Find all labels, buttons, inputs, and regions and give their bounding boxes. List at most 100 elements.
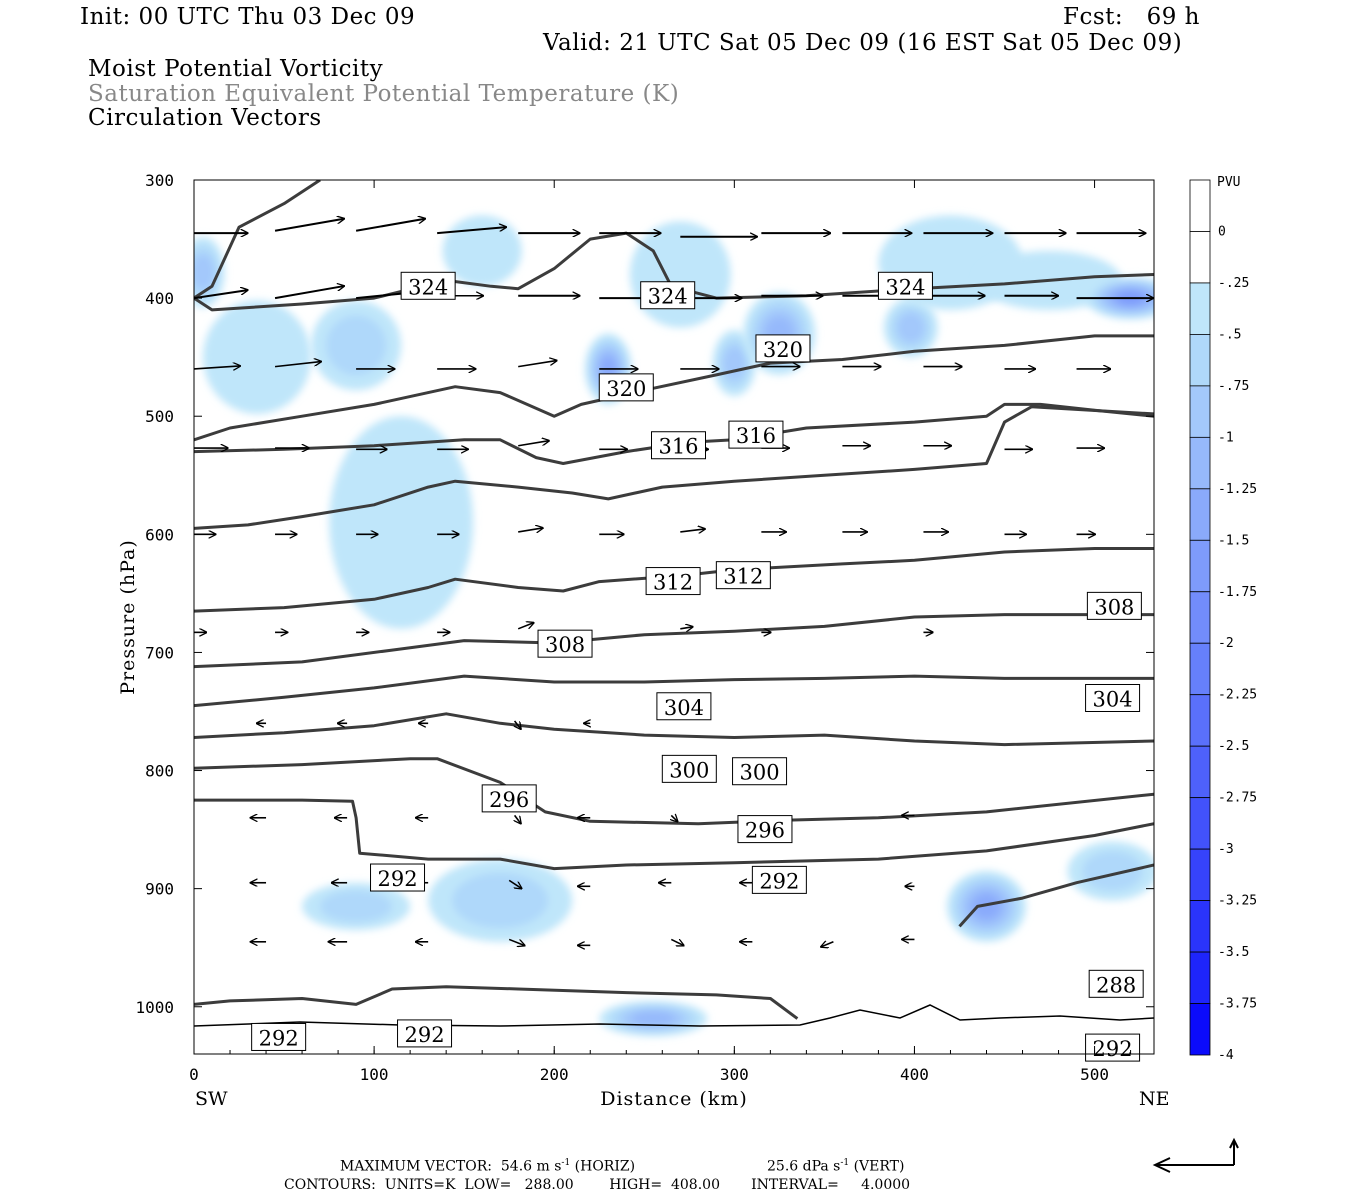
- contour-label-18: 292: [759, 869, 799, 893]
- contour-label-box-18: [751, 865, 807, 894]
- y-tick-label-3: 600: [145, 525, 174, 544]
- contour-labels: 324 324 324 320 320 316 316 312 312 308 308 304 304 3…: [251, 271, 1144, 1062]
- contour-label-box-21: [397, 1019, 453, 1048]
- circulation-vector-2: [355, 219, 425, 232]
- circulation-vector-25: [274, 362, 321, 368]
- contour-label-box-20: [251, 1022, 307, 1051]
- colorbar: 0 -.25 -.5 -.75 -1 -1.25 -1.5 -1.75 -2 -2.25 -2.5 -…: [1189, 179, 1257, 1063]
- colorbar-segment-10: [1189, 694, 1211, 747]
- colorbar-label-16: -4: [1218, 1048, 1234, 1063]
- pv-blob-2-level-3: [326, 315, 387, 376]
- contour-label-box-0: [400, 271, 456, 300]
- colorbar-segment-14: [1189, 900, 1211, 953]
- colorbar-segment-3: [1189, 334, 1211, 387]
- y-tick-label-7: 1000: [135, 998, 174, 1017]
- contour-label-box-7: [645, 567, 701, 596]
- pv-blob-17: [599, 1000, 708, 1037]
- pv-blob-16: [1067, 841, 1154, 901]
- contour-label-19: 288: [1096, 973, 1136, 997]
- contour-label-box-13: [661, 754, 717, 783]
- y-tick-label-5: 800: [145, 762, 174, 781]
- colorbar-label-11: -2.75: [1218, 791, 1257, 806]
- contour-label-7: 312: [653, 571, 693, 595]
- pv-blob-1-level-2: [203, 300, 312, 414]
- contour-label-box-4: [755, 334, 811, 363]
- x-right-direction-label: NE: [1139, 1088, 1170, 1110]
- colorbar-label-12: -3: [1218, 842, 1234, 857]
- pv-blob-9-level-4: [897, 312, 925, 343]
- colorbar-label-1: -.25: [1218, 276, 1249, 291]
- contour-label-6: 316: [736, 424, 776, 448]
- pv-blob-14-level-3: [452, 872, 549, 929]
- contour-label-13: 300: [669, 758, 709, 782]
- pv-blob-15-level-6: [973, 894, 1000, 919]
- pv-blob-14: [428, 859, 573, 942]
- circulation-vectors: [194, 219, 1153, 947]
- contour-label-box-15: [481, 784, 537, 813]
- contour-label-box-8: [715, 561, 771, 590]
- colorbar-label-7: -1.75: [1218, 585, 1257, 600]
- contour-288-10: [194, 798, 1154, 871]
- circulation-vector-28: [518, 361, 556, 368]
- contour-label-2: 324: [885, 275, 925, 299]
- contour-label-11: 304: [664, 696, 704, 720]
- colorbar-segment-9: [1189, 642, 1211, 696]
- y-tick-label-2: 500: [145, 407, 174, 426]
- pv-blob-13-level-3: [320, 890, 393, 923]
- colorbar-label-3: -.75: [1218, 379, 1249, 394]
- max-vector-vert-text: 25.6 dPa s: [767, 1158, 841, 1175]
- colorbar-segment-15: [1189, 951, 1211, 1004]
- y-tick-label-1: 400: [145, 289, 174, 308]
- contours-note: CONTOURS: UNITS=K LOW= 288.00 HIGH= 408.…: [284, 1177, 911, 1193]
- circulation-vector-91: [508, 938, 524, 945]
- circulation-vector-1: [274, 219, 344, 232]
- circulation-vector-71: [515, 720, 521, 729]
- colorbar-label-2: -.5: [1218, 327, 1241, 342]
- pv-blob-3: [442, 215, 522, 287]
- max-vector-horiz-text: MAXIMUM VECTOR: 54.6 m s: [340, 1158, 562, 1175]
- x-tick-label-3: 300: [720, 1065, 749, 1084]
- max-vector-note: MAXIMUM VECTOR: 54.6 m s-1 (HORIZ): [340, 1158, 635, 1175]
- pv-blob-7-level-4: [723, 346, 746, 380]
- pv-blob-2: [311, 300, 402, 391]
- circulation-vector-65: [680, 627, 692, 629]
- colorbar-segment-1: [1189, 231, 1211, 284]
- contour-292-9: [194, 757, 1154, 826]
- x-tick-label-5: 500: [1080, 1065, 1109, 1084]
- colorbar-label-15: -3.75: [1218, 997, 1257, 1012]
- forecast-hour-label: Fcst: 69 h: [1063, 4, 1200, 30]
- contour-312-4: [194, 405, 1154, 530]
- title-line-vectors: Circulation Vectors: [88, 105, 322, 131]
- contour-label-21: 292: [404, 1023, 444, 1047]
- colorbar-segment-8: [1189, 591, 1211, 644]
- pv-blob-4: [329, 416, 474, 629]
- contour-label-box-19: [1088, 969, 1144, 998]
- colorbar-segment-16: [1189, 1003, 1211, 1056]
- contour-label-17: 292: [377, 867, 417, 891]
- circulation-vector-12: [194, 290, 248, 300]
- contour-label-4: 320: [763, 338, 803, 362]
- contour-label-20: 292: [259, 1026, 299, 1050]
- pv-blob-17-level-5: [631, 1011, 675, 1026]
- title-line-mpv: Moist Potential Vorticity: [88, 56, 384, 82]
- circulation-vector-93: [670, 938, 683, 945]
- contour-label-9: 308: [545, 633, 585, 657]
- colorbar-label-9: -2.25: [1218, 688, 1257, 703]
- title-line-theta-es: Saturation Equivalent Potential Temperat…: [88, 81, 680, 107]
- pv-blob-9: [883, 298, 938, 358]
- colorbar-segment-0: [1189, 179, 1211, 232]
- x-tick-label-2: 200: [540, 1065, 569, 1084]
- pv-blob-3-level-2: [442, 215, 522, 287]
- colorbar-label-13: -3.25: [1218, 894, 1257, 909]
- contour-label-box-10: [1086, 591, 1142, 620]
- colorbar-label-0: 0: [1218, 224, 1226, 239]
- pv-blob-15: [946, 870, 1027, 942]
- contour-label-14: 300: [740, 761, 780, 785]
- circulation-vector-40: [518, 441, 549, 447]
- x-tick-label-4: 400: [900, 1065, 929, 1084]
- plot-frame: [193, 179, 1155, 1055]
- contour-label-5: 316: [658, 435, 698, 459]
- x-tick-label-0: 0: [189, 1065, 199, 1084]
- init-time-label: Init: 00 UTC Thu 03 Dec 09: [80, 4, 416, 30]
